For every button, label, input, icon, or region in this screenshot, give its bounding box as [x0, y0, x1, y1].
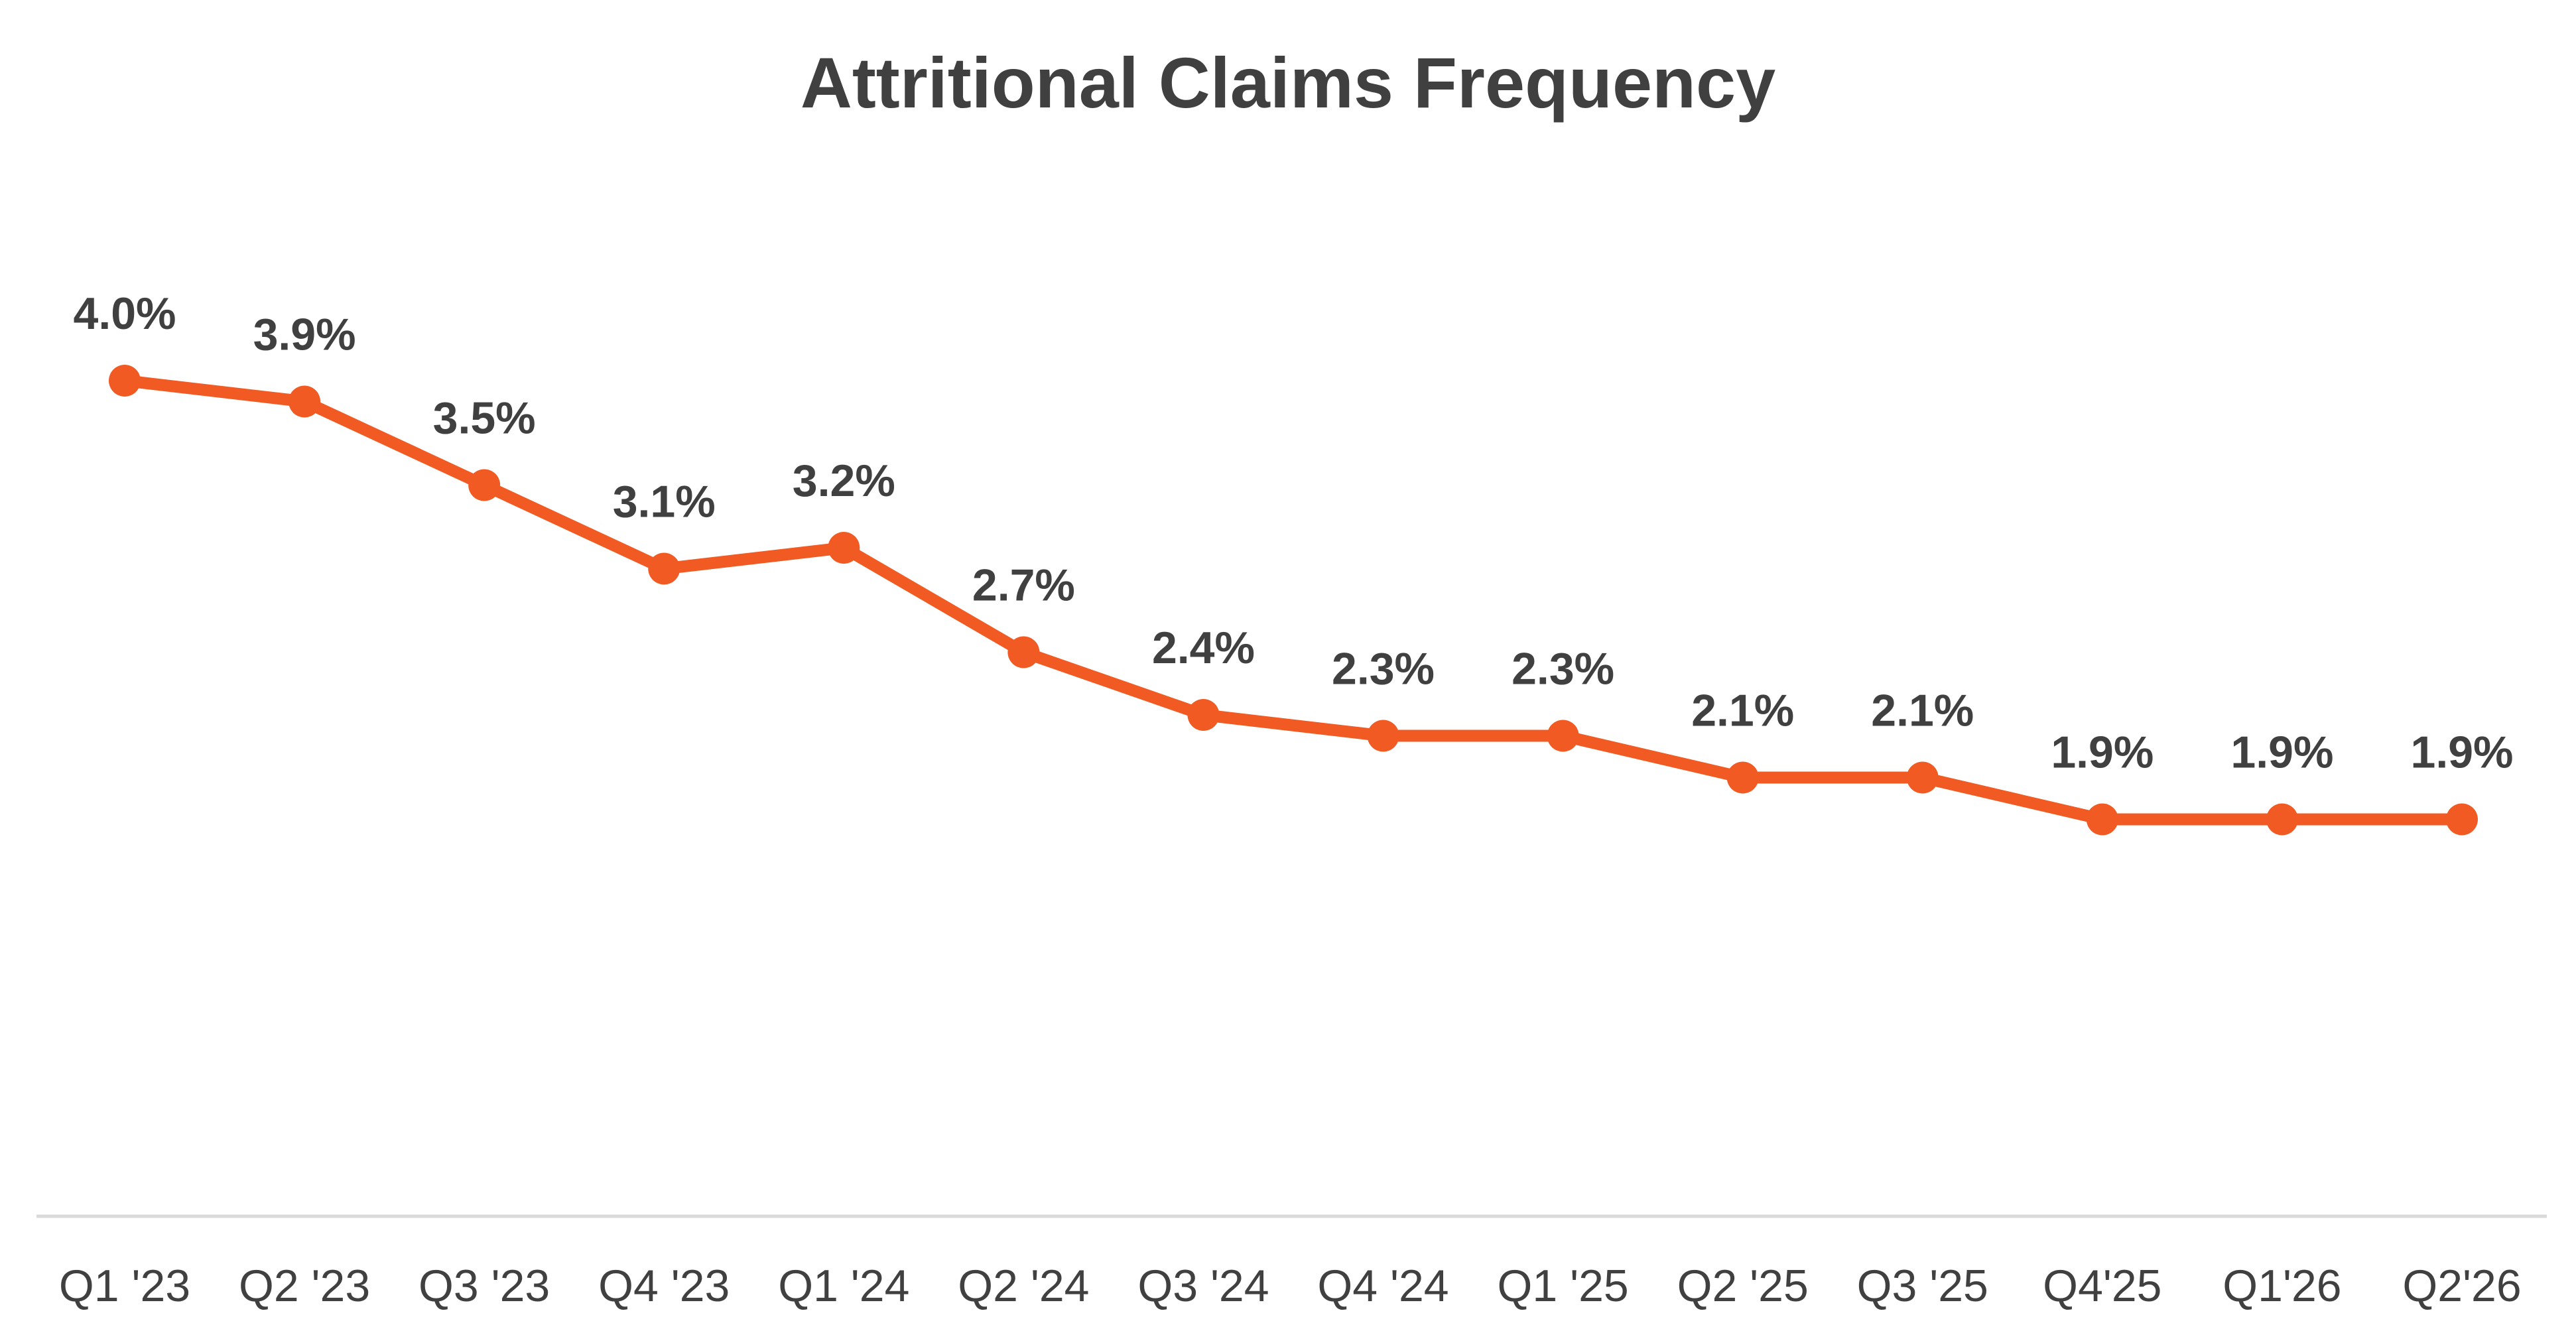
data-point[interactable] — [828, 532, 860, 564]
data-point[interactable] — [2266, 803, 2298, 836]
x-tick-label: Q3 '24 — [1137, 1261, 1269, 1311]
x-tick-label: Q4 '23 — [598, 1261, 730, 1311]
x-tick-label: Q1'26 — [2222, 1261, 2341, 1311]
data-point[interactable] — [109, 365, 141, 397]
data-label: 1.9% — [2230, 728, 2333, 778]
data-label: 2.3% — [1332, 644, 1435, 694]
data-label: 1.9% — [2411, 728, 2514, 778]
data-label: 2.4% — [1152, 623, 1255, 673]
x-tick-label: Q2 '24 — [958, 1261, 1089, 1311]
data-label: 2.3% — [1512, 644, 1614, 694]
data-point[interactable] — [1547, 720, 1579, 752]
data-labels-layer: 4.0% 3.9% 3.5% 3.1% 3.2% 2.7% 2.4% 2.3% 2.3% 2.1%… — [74, 288, 2514, 778]
x-tick-label: Q1 '24 — [778, 1261, 909, 1311]
data-point[interactable] — [2446, 803, 2478, 836]
data-point[interactable] — [2086, 803, 2118, 836]
x-tick-label: Q3 '25 — [1857, 1261, 1988, 1311]
data-label: 2.1% — [1871, 686, 1974, 736]
data-point[interactable] — [468, 469, 501, 501]
data-label: 3.5% — [433, 393, 536, 444]
data-point[interactable] — [648, 552, 680, 585]
data-label: 2.7% — [972, 560, 1075, 611]
series-line — [119, 375, 2468, 826]
data-label: 3.1% — [613, 477, 716, 527]
data-point[interactable] — [289, 385, 321, 418]
series-layer — [109, 365, 2478, 836]
data-label: 3.9% — [253, 310, 356, 360]
x-tick-label: Q1 '25 — [1497, 1261, 1628, 1311]
data-point[interactable] — [1367, 720, 1399, 752]
x-tick-label: Q2'26 — [2402, 1261, 2521, 1311]
data-label: 2.1% — [1691, 686, 1794, 736]
data-label: 3.2% — [793, 456, 895, 506]
x-tick-label: Q3 '23 — [419, 1261, 550, 1311]
data-point[interactable] — [1906, 761, 1939, 794]
data-label: 1.9% — [2051, 728, 2154, 778]
data-label: 4.0% — [74, 288, 176, 339]
data-point[interactable] — [1007, 636, 1040, 668]
x-tick-label: Q2 '25 — [1677, 1261, 1809, 1311]
x-tick-label: Q4'25 — [2043, 1261, 2161, 1311]
x-tick-labels-layer: Q1 '23 Q2 '23 Q3 '23 Q4 '23 Q1 '24 Q2 '24 Q3 '… — [59, 1261, 2522, 1311]
x-tick-label: Q4 '24 — [1317, 1261, 1449, 1311]
chart-title: Attritional Claims Frequency — [800, 42, 1776, 123]
data-point[interactable] — [1726, 761, 1759, 794]
data-point[interactable] — [1187, 699, 1220, 731]
x-tick-label: Q2 '23 — [239, 1261, 370, 1311]
x-tick-label: Q1 '23 — [59, 1261, 190, 1311]
